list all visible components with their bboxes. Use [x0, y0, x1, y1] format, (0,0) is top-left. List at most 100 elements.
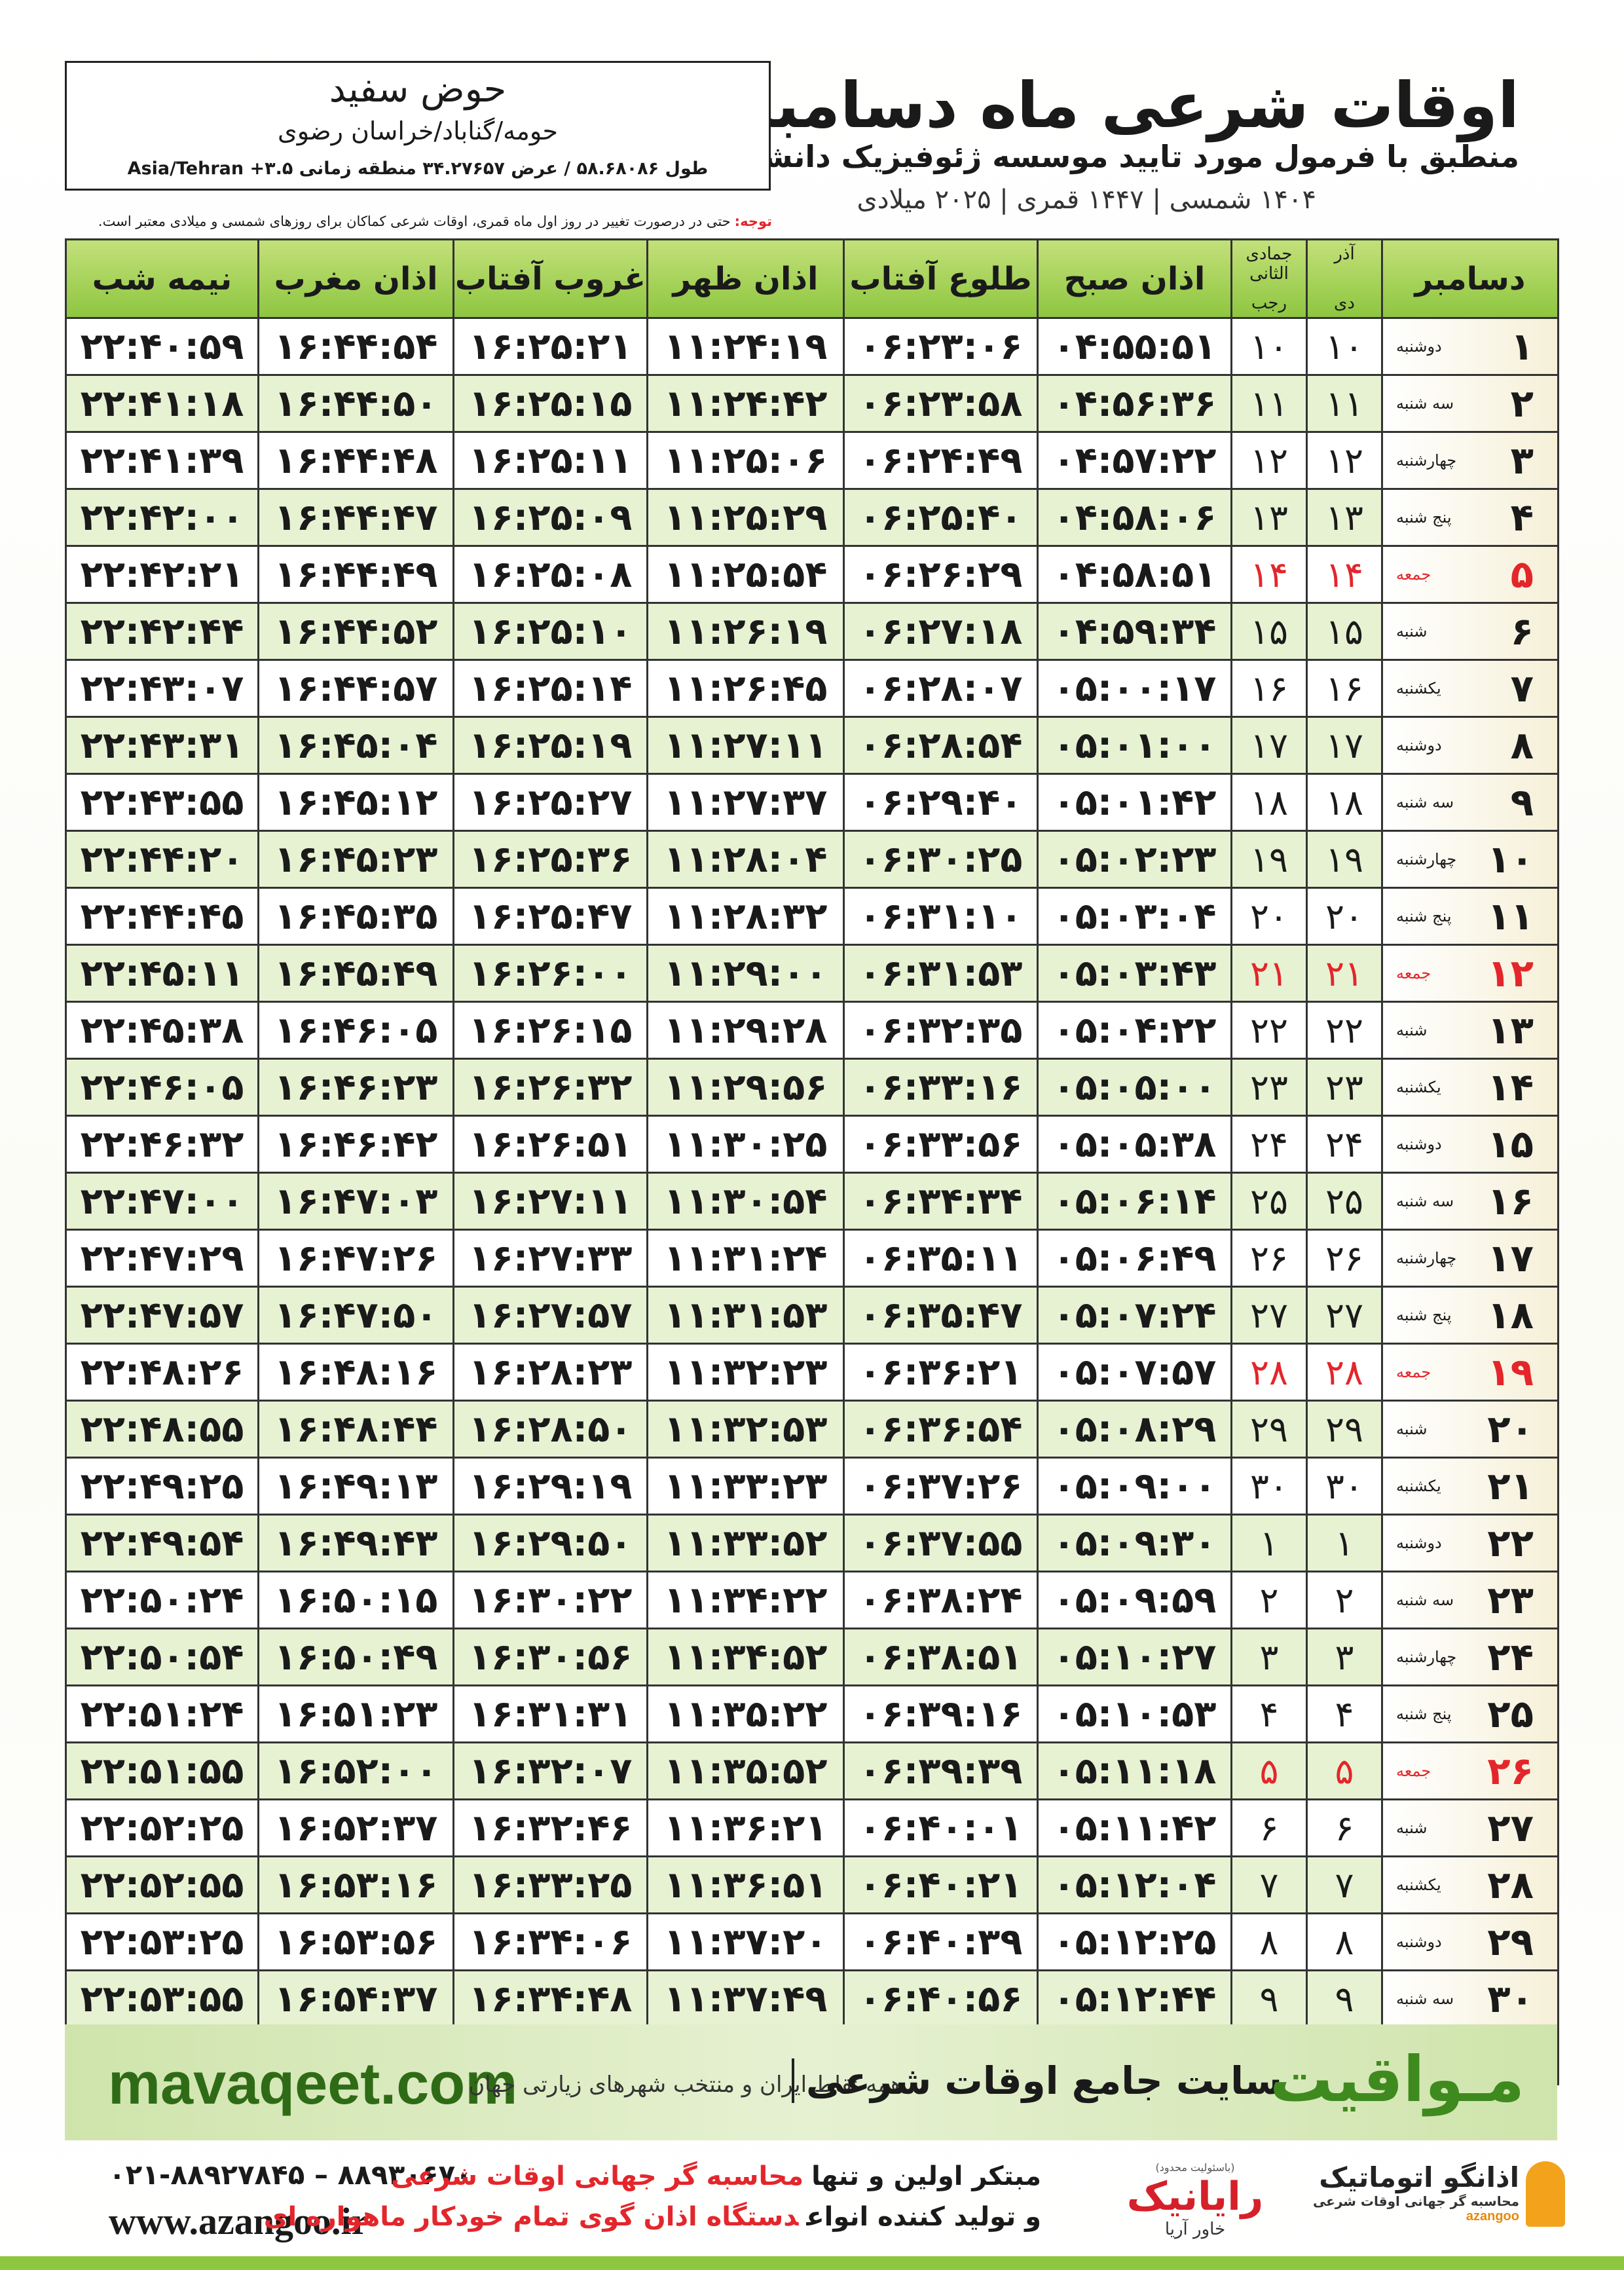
day-cell: ۱۳ شنبه — [1381, 1001, 1559, 1060]
phone: ۰۲۱-۸۸۹۲۷۸۴۵ – ۸۸۹۳۰۶۷۰ — [109, 2159, 472, 2191]
solar-day: ۱۵ — [1306, 602, 1383, 661]
table-row: ۱۸ پنج شنبه ۲۷ ۲۷ ۰۵:۰۷:۲۴ ۰۶:۳۵:۴۷ ۱۱:۳۱:۵۳ ۱۶… — [65, 1286, 1559, 1345]
solar-day: ۱۰ — [1306, 317, 1383, 376]
time-cell: ۰۶:۲۳:۰۶ — [843, 317, 1039, 376]
time-cell: ۰۵:۰۶:۴۹ — [1037, 1229, 1232, 1288]
time-cell: ۱۱:۳۷:۴۹ — [646, 1969, 845, 2028]
weekday: سه شنبه — [1396, 1990, 1454, 2008]
time-cell: ۱۱:۲۹:۲۸ — [646, 1001, 845, 1060]
time-cell: ۱۶:۲۶:۱۵ — [452, 1001, 648, 1060]
time-cell: ۱۶:۵۲:۳۷ — [257, 1798, 454, 1857]
site-url[interactable]: mavaqeet.com — [108, 2051, 518, 2117]
time-cell: ۱۱:۲۷:۳۷ — [646, 773, 845, 832]
time-cell: ۱۱:۳۵:۲۲ — [646, 1684, 845, 1743]
weekday: سه شنبه — [1396, 394, 1454, 413]
weekday: یکشنبه — [1396, 1078, 1441, 1096]
time-cell: ۱۶:۴۵:۱۲ — [257, 773, 454, 832]
time-cell: ۰۶:۳۵:۱۱ — [843, 1229, 1039, 1288]
table-row: ۹ سه شنبه ۱۸ ۱۸ ۰۵:۰۱:۴۲ ۰۶:۲۹:۴۰ ۱۱:۲۷:۳۷ ۱۶:۲… — [65, 773, 1559, 832]
header-label: رجب — [1251, 293, 1287, 313]
website[interactable]: www.azangoo.ir — [109, 2200, 369, 2242]
time-cell: ۰۶:۳۵:۴۷ — [843, 1286, 1039, 1345]
lunar-day: ۱۲ — [1230, 431, 1308, 490]
time-cell: ۱۶:۵۰:۱۵ — [257, 1571, 454, 1629]
time-cell: ۱۱:۲۹:۰۰ — [646, 944, 845, 1003]
day-cell: ۹ سه شنبه — [1381, 773, 1559, 832]
table-row: ۱۵ دوشنبه ۲۴ ۲۴ ۰۵:۰۵:۳۸ ۰۶:۳۳:۵۶ ۱۱:۳۰:۲۵ ۱۶:۲… — [65, 1115, 1559, 1174]
header-stack: جمادی الثانی رجب — [1232, 240, 1306, 317]
footer-text: مبتکر اولین و تنها — [811, 2161, 1041, 2191]
lunar-day: ۱۹ — [1230, 830, 1308, 889]
day-number: ۳ — [1510, 438, 1534, 483]
time-cell: ۰۶:۴۰:۳۹ — [843, 1912, 1039, 1971]
solar-day: ۶ — [1306, 1798, 1383, 1857]
location-coords: طول ۵۸.۶۸۰۸۶ / عرض ۳۴.۲۷۶۵۷ منطقه زمانی … — [127, 158, 709, 179]
lunar-day: ۲۳ — [1230, 1058, 1308, 1117]
header-stack: آذر دی — [1308, 240, 1381, 317]
solar-day: ۱۳ — [1306, 488, 1383, 547]
time-cell: ۲۲:۵۰:۲۴ — [65, 1571, 259, 1629]
day-number: ۲ — [1510, 381, 1534, 426]
time-cell: ۱۶:۴۴:۵۴ — [257, 317, 454, 376]
time-cell: ۰۴:۵۸:۰۶ — [1037, 488, 1232, 547]
time-cell: ۱۶:۴۶:۲۳ — [257, 1058, 454, 1117]
day-number: ۳۰ — [1487, 1977, 1534, 2021]
time-cell: ۲۲:۴۹:۲۵ — [65, 1457, 259, 1516]
day-number: ۲۹ — [1487, 1920, 1534, 1964]
table-row: ۵ جمعه ۱۴ ۱۴ ۰۴:۵۸:۵۱ ۰۶:۲۶:۲۹ ۱۱:۲۵:۵۴ ۱۶:۲۵:۰… — [65, 545, 1559, 604]
weekday: شنبه — [1396, 622, 1428, 641]
solar-day: ۱۴ — [1306, 545, 1383, 604]
lunar-day: ۲۸ — [1230, 1343, 1308, 1402]
time-cell: ۱۱:۳۲:۵۳ — [646, 1400, 845, 1459]
day-number: ۴ — [1510, 495, 1534, 540]
lunar-day: ۳۰ — [1230, 1457, 1308, 1516]
time-cell: ۰۵:۰۴:۲۲ — [1037, 1001, 1232, 1060]
time-cell: ۰۶:۳۷:۵۵ — [843, 1514, 1039, 1572]
day-cell: ۱۷ چهارشنبه — [1381, 1229, 1559, 1288]
time-cell: ۲۲:۴۳:۰۷ — [65, 659, 259, 718]
time-cell: ۰۵:۱۲:۲۵ — [1037, 1912, 1232, 1971]
time-cell: ۰۶:۳۹:۳۹ — [843, 1741, 1039, 1800]
weekday: دوشنبه — [1396, 1135, 1442, 1153]
day-number: ۱۳ — [1487, 1008, 1534, 1052]
time-cell: ۱۶:۵۱:۲۳ — [257, 1684, 454, 1743]
time-cell: ۰۶:۳۶:۵۴ — [843, 1400, 1039, 1459]
lunar-day: ۸ — [1230, 1912, 1308, 1971]
weekday: شنبه — [1396, 1021, 1428, 1039]
time-cell: ۰۵:۰۷:۵۷ — [1037, 1343, 1232, 1402]
footer-text: و تولید کننده انواع — [806, 2202, 1041, 2232]
time-cell: ۱۶:۲۵:۲۱ — [452, 317, 648, 376]
lunar-day: ۱۱ — [1230, 374, 1308, 433]
header-cell: غروب آفتاب — [452, 238, 648, 319]
time-cell: ۰۵:۰۶:۱۴ — [1037, 1172, 1232, 1231]
time-cell: ۰۵:۰۵:۳۸ — [1037, 1115, 1232, 1174]
time-cell: ۰۵:۰۹:۵۹ — [1037, 1571, 1232, 1629]
day-cell: ۱۱ پنج شنبه — [1381, 887, 1559, 946]
time-cell: ۲۲:۴۵:۱۱ — [65, 944, 259, 1003]
time-cell: ۱۱:۳۷:۲۰ — [646, 1912, 845, 1971]
time-cell: ۲۲:۴۸:۵۵ — [65, 1400, 259, 1459]
day-number: ۲۸ — [1487, 1863, 1534, 1907]
day-cell: ۳ چهارشنبه — [1381, 431, 1559, 490]
day-cell: ۷ یکشنبه — [1381, 659, 1559, 718]
time-cell: ۱۶:۴۵:۴۹ — [257, 944, 454, 1003]
note: توجه:حتی در درصورت تغییر در روز اول ماه … — [65, 214, 772, 229]
lunar-day: ۷ — [1230, 1855, 1308, 1914]
bottom-line — [0, 2256, 1624, 2270]
time-cell: ۱۶:۳۱:۳۱ — [452, 1684, 648, 1743]
table-row: ۶ شنبه ۱۵ ۱۵ ۰۴:۵۹:۳۴ ۰۶:۲۷:۱۸ ۱۱:۲۶:۱۹ ۱۶:۲۵:۱… — [65, 602, 1559, 661]
time-cell: ۱۶:۴۴:۵۰ — [257, 374, 454, 433]
solar-day: ۵ — [1306, 1741, 1383, 1800]
day-cell: ۱۹ جمعه — [1381, 1343, 1559, 1402]
lunar-day: ۶ — [1230, 1798, 1308, 1857]
time-cell: ۰۵:۰۰:۱۷ — [1037, 659, 1232, 718]
time-cell: ۰۶:۲۵:۴۰ — [843, 488, 1039, 547]
time-cell: ۲۲:۵۲:۵۵ — [65, 1855, 259, 1914]
time-cell: ۰۶:۲۹:۴۰ — [843, 773, 1039, 832]
logo-note: (باسئولیت محدود) — [1155, 2161, 1235, 2174]
time-cell: ۱۱:۲۶:۴۵ — [646, 659, 845, 718]
header-cell: جمادی الثانی رجب — [1230, 238, 1308, 319]
weekday: یکشنبه — [1396, 1876, 1441, 1894]
location-region: حومه/گناباد/خراسان رضوی — [277, 117, 559, 145]
weekday: جمعه — [1396, 1762, 1431, 1780]
